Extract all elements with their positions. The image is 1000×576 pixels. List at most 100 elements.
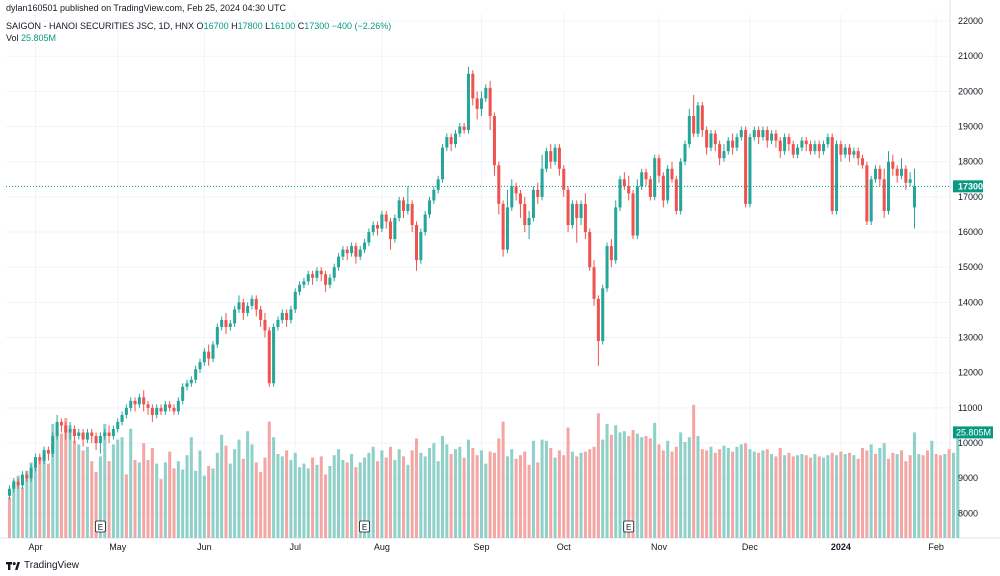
candle-body [830, 137, 834, 211]
volume-bar [588, 449, 592, 538]
candle-body [661, 175, 665, 201]
candle-body [813, 144, 817, 152]
candle-body [228, 323, 232, 327]
candle-body [843, 147, 847, 155]
candle-body [718, 144, 722, 159]
volume-bar [904, 461, 908, 538]
footer-brand[interactable]: TradingView [6, 560, 79, 571]
volume-bar [908, 455, 912, 538]
earnings-marker[interactable]: E [359, 520, 370, 533]
candle-body [514, 186, 518, 194]
candle-body [644, 172, 648, 180]
volume-bar [731, 451, 735, 538]
volume-bar [514, 458, 518, 538]
volume-bar [332, 455, 336, 538]
volume-bar [800, 454, 804, 538]
volume-bar [848, 452, 852, 538]
volume-bar [51, 424, 55, 538]
time-tick-label: Dec [742, 542, 759, 552]
candle-body [912, 186, 917, 208]
candle-body [406, 203, 410, 211]
candle-body [614, 207, 618, 261]
candle-body [596, 298, 600, 342]
candle-body [835, 144, 839, 211]
price-tick-label: 15000 [958, 262, 983, 272]
volume-bar [181, 469, 185, 538]
candle-body [726, 140, 730, 152]
candle-body [575, 203, 579, 218]
volume-bar [72, 440, 76, 538]
volume-bar [566, 427, 570, 538]
price-axis[interactable]: 8000 9000 10000 11000 12000 13000 14000 15000 16… [953, 16, 993, 518]
candle-body [579, 203, 583, 218]
candle-body [302, 281, 306, 285]
volume-bar [518, 455, 522, 538]
volume-bar [172, 468, 176, 538]
volume-bar [895, 454, 899, 538]
volume-bar [280, 456, 284, 538]
time-axis[interactable]: AprMayJunJulAugSepOctNovDec2024FebMar [28, 542, 1000, 552]
volume-bar [813, 454, 817, 538]
candle-body [150, 407, 154, 415]
candle-body [237, 302, 241, 310]
time-tick-label: Aug [374, 542, 390, 552]
candle-body [709, 133, 713, 148]
volume-bar [341, 460, 345, 538]
volume-bar [687, 437, 691, 538]
volume-bar [510, 449, 514, 538]
candle-body [155, 407, 159, 415]
candle-body [774, 133, 778, 141]
candle-body [16, 481, 20, 486]
close-value: 17300 [304, 21, 330, 31]
candle-body [77, 432, 81, 437]
candle-body [622, 179, 626, 187]
volume-bar [661, 450, 665, 538]
volume-bar [272, 437, 276, 538]
candle-body [748, 137, 752, 204]
candle-body [350, 246, 354, 254]
candle-body [33, 457, 37, 468]
volume-bar [921, 455, 925, 538]
volume-bar [436, 461, 440, 538]
candle-body [293, 291, 297, 310]
high-value: 17800 [237, 21, 263, 31]
candle-body [544, 151, 548, 169]
candle-body [233, 309, 237, 324]
candle-body [59, 421, 63, 426]
candle-body [116, 421, 120, 429]
earnings-marker[interactable]: E [95, 520, 106, 533]
volume-bar [250, 444, 254, 538]
volume-bar [713, 452, 717, 538]
volume-bar [579, 452, 583, 538]
price-tick-label: 20000 [958, 86, 983, 96]
candle-body [445, 137, 449, 148]
volume-bar [129, 428, 133, 538]
volume-bar [215, 452, 219, 538]
volume-bar [583, 451, 587, 538]
volume-bar [241, 458, 245, 538]
volume-bar [618, 432, 622, 538]
volume-bar [709, 446, 713, 538]
volume-bar [397, 449, 401, 538]
candle-body [453, 133, 457, 145]
time-tick-label: Feb [928, 542, 944, 552]
candle-body [185, 383, 189, 387]
volume-bar [12, 480, 16, 538]
volume-bar [912, 432, 917, 538]
volume-bar [207, 466, 211, 538]
candle-body [848, 147, 852, 155]
candle-body [735, 137, 739, 148]
volume-bar [363, 457, 367, 538]
candle-body [419, 232, 423, 261]
price-tick-label: 8000 [958, 508, 978, 518]
candle-body [488, 87, 492, 116]
volume-bar [930, 440, 934, 538]
candle-body [869, 179, 873, 222]
earnings-marker[interactable]: E [623, 520, 635, 533]
candle-body [865, 165, 869, 222]
volume-bar [796, 455, 800, 538]
candle-body [29, 467, 33, 479]
candle-body [285, 312, 289, 320]
